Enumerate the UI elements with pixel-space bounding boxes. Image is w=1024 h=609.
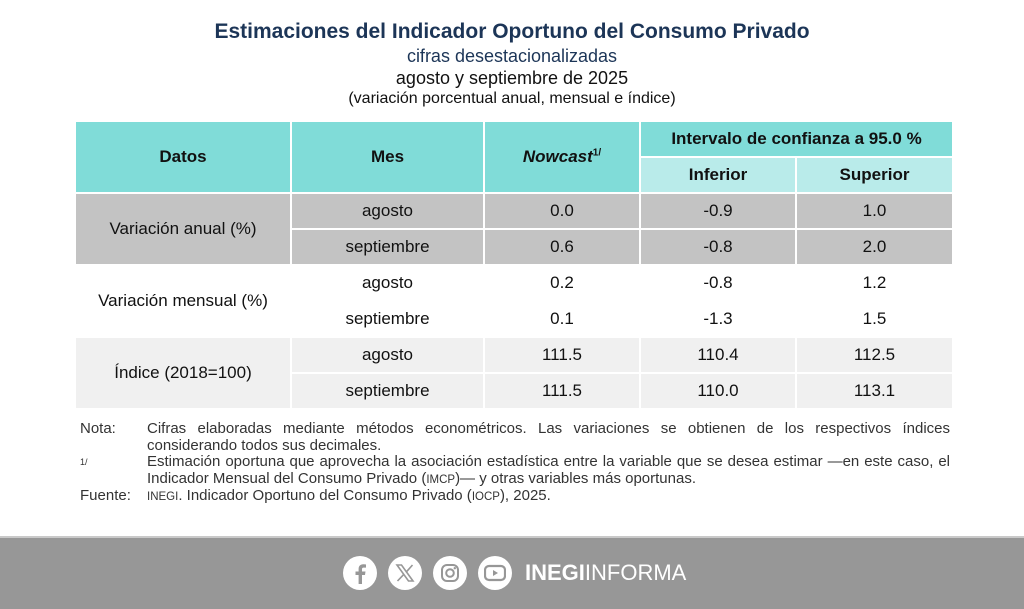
fuente-org: INEGI — [147, 491, 179, 503]
nowcast-label: Nowcast — [522, 147, 593, 166]
footnote-label: 1/ — [80, 457, 88, 467]
notes-block: Nota: Cifras elaboradas mediante métodos… — [80, 420, 950, 506]
header-mes: Mes — [290, 120, 485, 194]
source-row: Fuente: INEGI. Indicador Oportuno del Co… — [80, 487, 950, 506]
page-title: Estimaciones del Indicador Oportuno del … — [214, 20, 810, 43]
header-nowcast: Nowcast1/ — [483, 120, 641, 194]
period-label: agosto y septiembre de 2025 — [395, 68, 629, 88]
x-icon[interactable] — [388, 556, 422, 590]
cell-mes: septiembre — [290, 300, 485, 338]
cell-inferior: 110.0 — [639, 372, 797, 410]
cell-inferior: -0.9 — [639, 192, 797, 230]
cell-inferior: 110.4 — [639, 336, 797, 374]
footnote-text-part: Estimación oportuna que aprovecha la aso… — [147, 453, 950, 487]
instagram-icon[interactable] — [433, 556, 467, 590]
group-label: Índice (2018=100) — [74, 336, 292, 410]
cell-inferior: -1.3 — [639, 300, 797, 338]
cell-superior: 113.1 — [795, 372, 954, 410]
nota-text: Cifras elaboradas mediante métodos econo… — [147, 420, 950, 454]
note-row: Nota: Cifras elaboradas mediante métodos… — [80, 420, 950, 454]
group-indice: Índice (2018=100) agosto 111.5 110.4 112… — [74, 336, 954, 410]
fuente-label: Fuente: — [80, 487, 131, 504]
cell-inferior: -0.8 — [639, 228, 797, 266]
cell-nowcast: 111.5 — [483, 372, 641, 410]
cell-superior: 112.5 — [795, 336, 954, 374]
brand-light: INFORMA — [584, 560, 687, 585]
table-row: septiembre 0.6 -0.8 2.0 — [75, 228, 954, 266]
fuente-text-part: . Indicador Oportuno del Consumo Privado… — [178, 487, 472, 504]
estimates-table: Datos Mes Nowcast1/ Intervalo de confian… — [74, 120, 954, 410]
nowcast-footnote-ref: 1/ — [592, 147, 602, 159]
fuente-text: INEGI. Indicador Oportuno del Consumo Pr… — [147, 487, 950, 506]
table-row: septiembre 0.1 -1.3 1.5 — [75, 300, 954, 338]
footnote-row: 1/ Estimación oportuna que aprovecha la … — [80, 453, 950, 488]
table-row: Índice (2018=100) agosto 111.5 110.4 112… — [74, 336, 954, 410]
cell-nowcast: 0.2 — [483, 264, 641, 302]
social-links: INEGIINFORMA — [343, 556, 686, 590]
table-row: Variación anual (%) agosto 0.0 -0.9 1.0 — [74, 192, 954, 266]
cell-mes: agosto — [290, 192, 485, 230]
cell-superior: 1.2 — [795, 264, 954, 302]
cell-nowcast: 0.1 — [483, 300, 641, 338]
units-label: (variación porcentual anual, mensual e í… — [348, 90, 676, 107]
title-block: Estimaciones del Indicador Oportuno del … — [0, 18, 1024, 108]
cell-mes: agosto — [290, 336, 485, 374]
youtube-icon[interactable] — [478, 556, 512, 590]
cell-mes: septiembre — [290, 372, 485, 410]
fuente-abbr: IOCP — [471, 491, 500, 503]
footer-bar: INEGIINFORMA — [0, 536, 1024, 609]
group-variacion-mensual: Variación mensual (%) agosto 0.2 -0.8 1.… — [74, 264, 954, 338]
group-variacion-anual: Variación anual (%) agosto 0.0 -0.9 1.0 … — [74, 192, 954, 266]
footnote-abbr: IMCP — [426, 473, 456, 486]
table-row: septiembre 111.5 110.0 113.1 — [75, 372, 954, 410]
footnote-text: Estimación oportuna que aprovecha la aso… — [147, 453, 950, 488]
page-subtitle: cifras desestacionalizadas — [406, 46, 618, 66]
cell-superior: 1.0 — [795, 192, 954, 230]
header-confidence-interval: Intervalo de confianza a 95.0 % — [639, 120, 954, 158]
cell-inferior: -0.8 — [639, 264, 797, 302]
header-datos: Datos — [74, 120, 292, 194]
cell-mes: agosto — [290, 264, 485, 302]
brand-bold: INEGI — [525, 560, 585, 585]
group-label: Variación mensual (%) — [74, 264, 292, 338]
cell-nowcast: 0.6 — [483, 228, 641, 266]
fuente-text-part: ), 2025. — [499, 487, 551, 504]
facebook-icon[interactable] — [343, 556, 377, 590]
cell-mes: septiembre — [290, 228, 485, 266]
cell-nowcast: 0.0 — [483, 192, 641, 230]
footnote-text-part: )— y otras variables más oportunas. — [455, 469, 696, 487]
inegi-informa-logo: INEGIINFORMA — [525, 560, 686, 586]
nota-label: Nota: — [80, 420, 116, 437]
header-inferior: Inferior — [639, 156, 797, 194]
table-row: Variación mensual (%) agosto 0.2 -0.8 1.… — [74, 264, 954, 338]
cell-nowcast: 111.5 — [483, 336, 641, 374]
group-label: Variación anual (%) — [74, 192, 292, 266]
cell-superior: 1.5 — [795, 300, 954, 338]
cell-superior: 2.0 — [795, 228, 954, 266]
header-superior: Superior — [795, 156, 954, 194]
